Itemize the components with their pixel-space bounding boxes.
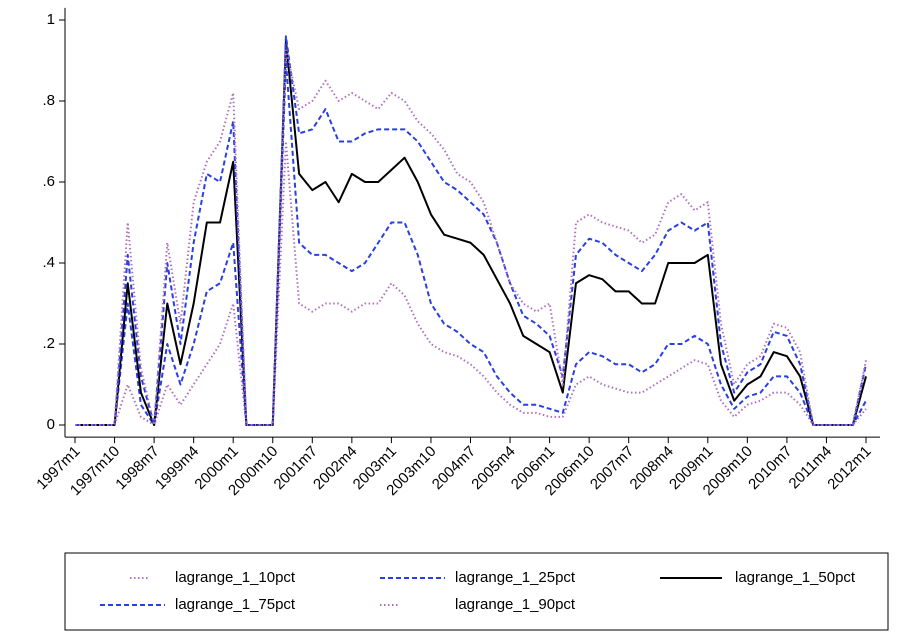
series-line xyxy=(75,39,867,426)
y-tick-label: .2 xyxy=(42,335,55,352)
y-tick-label: 0 xyxy=(47,416,55,433)
legend-box xyxy=(64,552,889,631)
legend-label: lagrange_1_75pct xyxy=(175,596,296,613)
y-tick-label: .4 xyxy=(42,254,55,271)
legend-label: lagrange_1_50pct xyxy=(735,569,856,586)
legend-label: lagrange_1_90pct xyxy=(455,596,576,613)
y-tick-label: 1 xyxy=(47,11,55,28)
series-line xyxy=(75,59,867,426)
x-tick-label: 2012m1 xyxy=(824,443,874,493)
legend-label: lagrange_1_10pct xyxy=(175,569,296,586)
y-tick-label: .8 xyxy=(42,92,55,109)
series-line xyxy=(75,47,867,426)
series-line xyxy=(75,35,867,426)
y-tick-label: .6 xyxy=(42,173,55,190)
series-line xyxy=(75,140,867,426)
x-tick-label: 2010m7 xyxy=(745,443,795,493)
legend-label: lagrange_1_25pct xyxy=(455,569,576,586)
